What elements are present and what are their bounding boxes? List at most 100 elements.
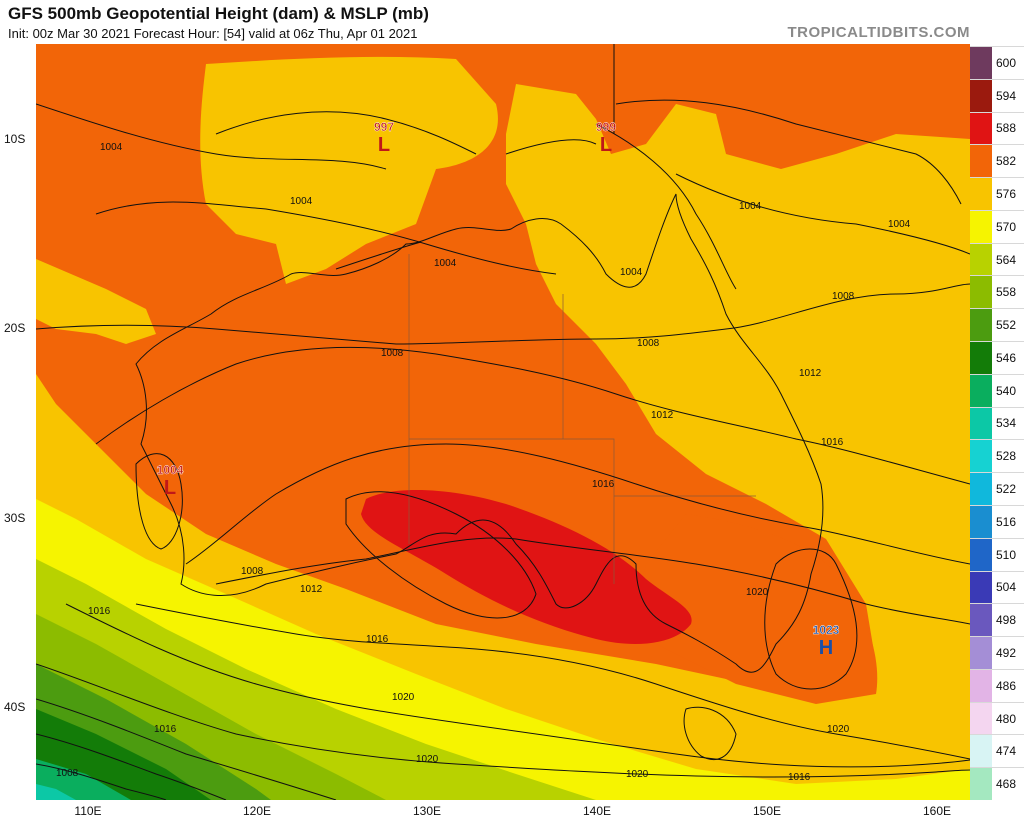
isobar-label: 1012 <box>799 368 822 379</box>
high-pressure-marker: H <box>819 637 833 659</box>
lon-label-160e: 160E <box>922 804 952 818</box>
legend-swatch <box>970 112 992 145</box>
isobar-label: 1008 <box>381 348 404 359</box>
isobar-label: 1008 <box>637 338 660 349</box>
weather-map: 1004 1004 1004 1004 1004 1004 1008 1008 1008 1008… <box>36 44 970 800</box>
legend-swatch <box>970 473 992 505</box>
legend-value: 588 <box>996 121 1017 136</box>
lon-label-150e: 150E <box>752 804 782 818</box>
legend-value: 468 <box>996 777 1017 792</box>
lon-label-110e: 110E <box>74 804 102 818</box>
height-fill-582-east <box>636 514 878 704</box>
isobar-label: 1008 <box>56 768 79 779</box>
isobar-label: 1004 <box>888 219 911 230</box>
legend-value: 576 <box>996 187 1017 202</box>
isobar-label: 1004 <box>290 196 313 207</box>
legend-swatch <box>970 79 992 112</box>
legend-entry: 498 <box>970 603 1024 637</box>
lat-label-10s: 10S <box>4 132 26 146</box>
legend-entry: 492 <box>970 636 1024 669</box>
legend-entry: 468 <box>970 767 1024 800</box>
legend-value: 534 <box>996 416 1017 431</box>
legend-value: 474 <box>996 744 1017 759</box>
legend-value: 564 <box>996 252 1017 267</box>
legend-value: 516 <box>996 514 1017 529</box>
lon-label-140e: 140E <box>582 804 612 818</box>
isobar-label: 1020 <box>746 587 769 598</box>
lat-label-40s: 40S <box>4 700 26 714</box>
legend-entry: 540 <box>970 373 1024 407</box>
legend-entry: 522 <box>970 472 1024 505</box>
legend-entry: 552 <box>970 308 1024 342</box>
legend-swatch <box>970 440 992 473</box>
legend-entry: 558 <box>970 275 1024 309</box>
isobar-label: 1016 <box>88 606 111 617</box>
legend-value: 510 <box>996 547 1017 562</box>
isobar-label: 1020 <box>626 769 649 780</box>
lon-label-120e: 120E <box>242 804 272 818</box>
legend-swatch <box>970 342 992 374</box>
isobar-label: 1008 <box>832 291 855 302</box>
legend-swatch <box>970 669 992 702</box>
isobar-label: 1016 <box>592 479 615 490</box>
isobar-label: 1016 <box>366 634 389 645</box>
low-pressure-marker: L <box>600 134 612 156</box>
legend-swatch <box>970 702 992 735</box>
legend-entry: 564 <box>970 242 1024 276</box>
lat-label-30s: 30S <box>4 511 26 525</box>
legend-entry: 546 <box>970 341 1024 374</box>
legend-swatch <box>970 637 992 669</box>
legend-swatch <box>970 407 992 440</box>
legend-swatch <box>970 768 992 800</box>
color-scale-legend: 600 594 588 582 576 570 564 558 552 546 540 534 528 5… <box>970 46 1024 800</box>
pressure-center-value: 1023 <box>813 623 840 637</box>
isobar-label: 1004 <box>434 258 457 269</box>
legend-swatch <box>970 243 992 276</box>
legend-swatch <box>970 178 992 210</box>
legend-value: 480 <box>996 711 1017 726</box>
legend-entry: 570 <box>970 209 1024 243</box>
legend-entry: 510 <box>970 537 1024 571</box>
lon-label-130e: 130E <box>412 804 442 818</box>
low-pressure-marker: L <box>378 134 390 156</box>
isobar-label: 1004 <box>100 142 123 153</box>
legend-swatch <box>970 145 992 178</box>
legend-value: 540 <box>996 383 1017 398</box>
legend-swatch <box>970 374 992 407</box>
legend-swatch <box>970 571 992 604</box>
legend-value: 552 <box>996 318 1017 333</box>
coastline <box>135 44 962 760</box>
legend-entry: 534 <box>970 406 1024 440</box>
map-title: GFS 500mb Geopotential Height (dam) & MS… <box>8 4 429 23</box>
pressure-center-value: 1004 <box>157 463 184 477</box>
isobar-label: 1020 <box>392 692 415 703</box>
legend-swatch <box>970 309 992 342</box>
legend-entry: 576 <box>970 177 1024 210</box>
legend-swatch <box>970 47 992 79</box>
legend-value: 528 <box>996 449 1017 464</box>
legend-entry: 582 <box>970 144 1024 178</box>
legend-value: 582 <box>996 154 1017 169</box>
legend-entry: 516 <box>970 504 1024 538</box>
isobar-label: 1004 <box>739 201 762 212</box>
legend-swatch <box>970 276 992 309</box>
isobar-label: 1020 <box>827 724 850 735</box>
isobar-label: 1016 <box>788 772 811 783</box>
legend-swatch <box>970 505 992 538</box>
legend-entry: 600 <box>970 46 1024 79</box>
height-fill-588 <box>361 489 692 644</box>
legend-swatch <box>970 735 992 768</box>
legend-entry: 486 <box>970 668 1024 702</box>
isobar-label: 1008 <box>241 566 264 577</box>
map-subtitle: Init: 00z Mar 30 2021 Forecast Hour: [54… <box>8 26 418 41</box>
legend-value: 594 <box>996 88 1017 103</box>
isobar-label: 1012 <box>651 410 674 421</box>
low-pressure-marker: L <box>164 477 176 499</box>
legend-entry: 588 <box>970 111 1024 145</box>
legend-value: 558 <box>996 285 1017 300</box>
legend-entry: 528 <box>970 439 1024 473</box>
isobar-label: 1012 <box>300 584 323 595</box>
isobars <box>36 103 970 800</box>
legend-swatch <box>970 538 992 571</box>
